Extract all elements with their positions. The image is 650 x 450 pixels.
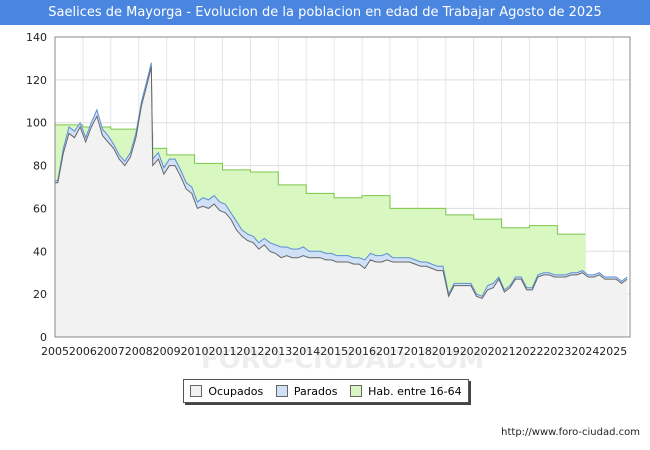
y-tick-label: 140 [26,31,47,44]
plot-frame [54,36,631,338]
x-tick-label: 2007 [97,345,125,358]
x-tick-label: 2006 [69,345,97,358]
y-tick-label: 120 [26,74,47,87]
x-tick-label: 2016 [348,345,376,358]
y-tick-label: 100 [26,117,47,130]
y-tick-label: 40 [33,245,47,258]
series-ocupados-line [55,66,628,300]
y-tick-label: 60 [33,202,47,215]
x-tick-label: 2009 [153,345,181,358]
x-tick-label: 2020 [460,345,488,358]
legend-label-parados: Parados [293,384,338,398]
legend-swatch-hab [350,385,363,397]
x-tick-label: 2015 [320,345,348,358]
y-tick-label: 0 [40,331,47,344]
legend-item-ocupados: Ocupados [190,385,263,398]
legend-swatch-ocupados [190,385,203,397]
x-tick-label: 2017 [376,345,404,358]
x-tick-label: 2024 [571,345,599,358]
source-link[interactable]: http://www.foro-ciudad.com [501,427,640,438]
y-tick-label: 20 [33,288,47,301]
legend-swatch-parados [275,385,288,397]
x-tick-label: 2012 [236,345,264,358]
x-tick-label: 2018 [404,345,432,358]
x-tick-label: 2010 [181,345,209,358]
legend-item-hab: Hab. entre 16-64 [350,385,462,398]
chart-title: Saelices de Mayorga - Evolucion de la po… [0,0,650,25]
x-tick-label: 2008 [125,345,153,358]
x-tick-label: 2019 [432,345,460,358]
series-parados-line [55,62,628,297]
legend-label-hab: Hab. entre 16-64 [368,384,462,398]
x-tick-label: 2022 [516,345,544,358]
x-tick-label: 2023 [543,345,571,358]
x-tick-label: 2011 [208,345,236,358]
series-ocupados-area [55,67,628,337]
x-tick-label: 2013 [264,345,292,358]
watermark: FORO-CIUDAD.COM [201,345,484,375]
x-tick-label: 2025 [599,345,627,358]
y-tick-label: 80 [33,160,47,173]
x-tick-label: 2005 [41,345,69,358]
legend: Ocupados Parados Hab. entre 16-64 [183,379,469,403]
legend-label-ocupados: Ocupados [208,384,264,398]
x-tick-label: 2021 [488,345,516,358]
legend-item-parados: Parados [275,384,338,398]
x-tick-label: 2014 [292,345,320,358]
